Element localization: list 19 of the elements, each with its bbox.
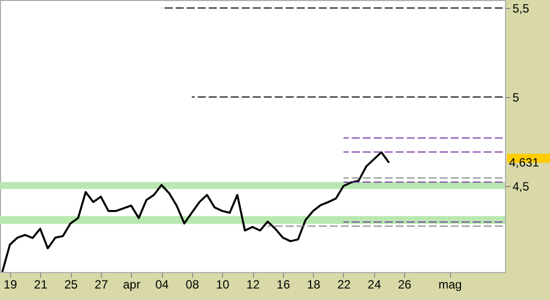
- x-tick-label: apr: [123, 278, 140, 292]
- x-tick-label: 24: [368, 278, 382, 292]
- x-tick-label: 10: [216, 278, 230, 292]
- x-tick-label: 19: [4, 278, 18, 292]
- x-tick-label: 12: [246, 278, 260, 292]
- x-tick-label: 04: [155, 278, 170, 292]
- x-tick-label: 25: [64, 278, 78, 292]
- x-tick-label: mag: [438, 278, 462, 292]
- x-tick-label: 21: [34, 278, 48, 292]
- x-tick-label: 08: [186, 278, 200, 292]
- line-series: [1, 151, 390, 273]
- y-tick-label: 5: [512, 90, 520, 105]
- x-tick-label: 27: [94, 278, 108, 292]
- y-tick-label: 4,5: [512, 180, 530, 194]
- y-tick-label: 5,5: [512, 2, 530, 16]
- x-tick-label: 18: [306, 278, 321, 292]
- x-tick-label: 22: [337, 278, 351, 292]
- x-tick-label: 16: [276, 278, 290, 292]
- x-tick-label: 26: [398, 278, 412, 292]
